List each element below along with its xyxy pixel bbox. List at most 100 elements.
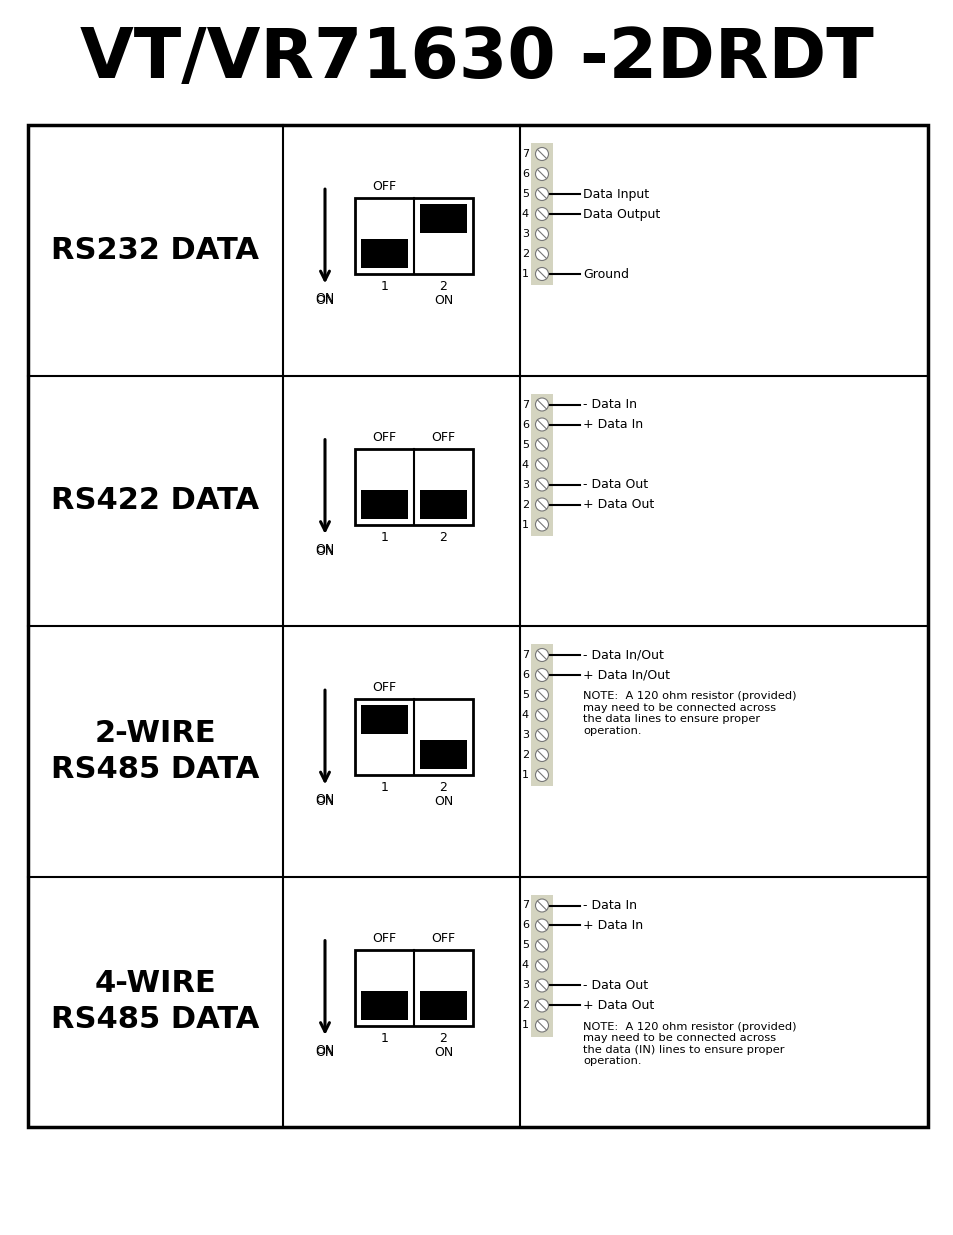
Bar — [355, 448, 473, 525]
Text: - Data Out: - Data Out — [582, 478, 647, 492]
Text: 4: 4 — [521, 459, 529, 469]
Text: 3: 3 — [521, 730, 529, 740]
Circle shape — [535, 188, 548, 200]
Circle shape — [535, 207, 548, 221]
Bar — [419, 740, 467, 769]
Text: 2: 2 — [439, 1031, 447, 1045]
Circle shape — [535, 168, 548, 180]
Circle shape — [535, 919, 548, 932]
Circle shape — [535, 748, 548, 762]
Text: + Data In: + Data In — [582, 417, 642, 431]
Text: 4: 4 — [521, 209, 529, 219]
Text: 1: 1 — [521, 769, 529, 781]
Text: + Data In: + Data In — [582, 919, 642, 932]
Text: 2: 2 — [521, 1000, 529, 1010]
Text: 7: 7 — [521, 149, 529, 159]
Text: ON: ON — [315, 293, 335, 305]
Text: 3: 3 — [521, 479, 529, 489]
Circle shape — [535, 417, 548, 431]
Bar — [355, 699, 473, 776]
Text: 5: 5 — [521, 941, 529, 951]
Text: 7: 7 — [521, 650, 529, 659]
Text: 5: 5 — [521, 440, 529, 450]
Text: 2-WIRE
RS485 DATA: 2-WIRE RS485 DATA — [51, 719, 259, 784]
Text: RS232 DATA: RS232 DATA — [51, 236, 259, 264]
Bar — [531, 394, 553, 536]
Text: NOTE:  A 120 ohm resistor (provided)
may need to be connected across
the data (I: NOTE: A 120 ohm resistor (provided) may … — [582, 1021, 796, 1066]
Bar — [531, 643, 553, 785]
Bar — [419, 490, 467, 519]
Text: 6: 6 — [521, 420, 529, 430]
Circle shape — [535, 688, 548, 701]
Text: + Data In/Out: + Data In/Out — [582, 668, 669, 682]
Text: 2: 2 — [439, 280, 447, 293]
Text: VT/VR71630 -2DRDT: VT/VR71630 -2DRDT — [80, 25, 873, 91]
Text: 6: 6 — [521, 920, 529, 930]
Circle shape — [535, 498, 548, 511]
Text: - Data In: - Data In — [582, 398, 637, 411]
Text: OFF: OFF — [372, 431, 396, 443]
Circle shape — [535, 979, 548, 992]
Text: 5: 5 — [521, 690, 529, 700]
Circle shape — [535, 268, 548, 280]
Circle shape — [535, 458, 548, 471]
Text: RS422 DATA: RS422 DATA — [51, 487, 259, 515]
Text: 2: 2 — [439, 531, 447, 543]
Bar — [28, 125, 927, 1128]
Text: + Data Out: + Data Out — [582, 498, 654, 511]
Circle shape — [535, 438, 548, 451]
Text: OFF: OFF — [372, 931, 396, 945]
Bar — [360, 490, 408, 519]
Text: ON: ON — [315, 1046, 335, 1058]
Text: 1: 1 — [380, 280, 388, 293]
Circle shape — [535, 709, 548, 721]
Circle shape — [535, 1019, 548, 1032]
Text: ON: ON — [315, 294, 335, 308]
Text: Ground: Ground — [582, 268, 628, 280]
Text: OFF: OFF — [431, 431, 456, 443]
Text: 5: 5 — [521, 189, 529, 199]
Circle shape — [535, 648, 548, 662]
Text: 2: 2 — [521, 750, 529, 760]
Bar — [360, 240, 408, 268]
Text: - Data Out: - Data Out — [582, 979, 647, 992]
Text: ON: ON — [315, 1044, 335, 1057]
Text: 7: 7 — [521, 399, 529, 410]
Text: + Data Out: + Data Out — [582, 999, 654, 1011]
Text: OFF: OFF — [431, 931, 456, 945]
Circle shape — [535, 960, 548, 972]
Text: 1: 1 — [521, 1020, 529, 1030]
Circle shape — [535, 517, 548, 531]
Text: ON: ON — [315, 542, 335, 556]
Bar — [419, 204, 467, 233]
Text: 3: 3 — [521, 981, 529, 990]
Text: 1: 1 — [380, 531, 388, 543]
Bar — [360, 990, 408, 1020]
Bar — [355, 950, 473, 1026]
Bar — [355, 199, 473, 274]
Text: ON: ON — [315, 545, 335, 558]
Text: 2: 2 — [521, 249, 529, 259]
Circle shape — [535, 398, 548, 411]
Bar — [360, 705, 408, 734]
Circle shape — [535, 939, 548, 952]
Text: 1: 1 — [380, 782, 388, 794]
Text: 1: 1 — [521, 269, 529, 279]
Text: 6: 6 — [521, 169, 529, 179]
Circle shape — [535, 729, 548, 741]
Bar — [531, 894, 553, 1036]
Bar — [419, 990, 467, 1020]
Text: NOTE:  A 120 ohm resistor (provided)
may need to be connected across
the data li: NOTE: A 120 ohm resistor (provided) may … — [582, 692, 796, 736]
Text: 6: 6 — [521, 671, 529, 680]
Text: - Data In/Out: - Data In/Out — [582, 648, 663, 662]
Text: 4-WIRE
RS485 DATA: 4-WIRE RS485 DATA — [51, 969, 259, 1034]
Text: - Data In: - Data In — [582, 899, 637, 911]
Bar — [531, 143, 553, 285]
Circle shape — [535, 147, 548, 161]
Circle shape — [535, 668, 548, 682]
Circle shape — [535, 999, 548, 1011]
Circle shape — [535, 899, 548, 911]
Text: 3: 3 — [521, 228, 529, 240]
Text: ON: ON — [434, 1046, 453, 1058]
Text: 1: 1 — [380, 1031, 388, 1045]
